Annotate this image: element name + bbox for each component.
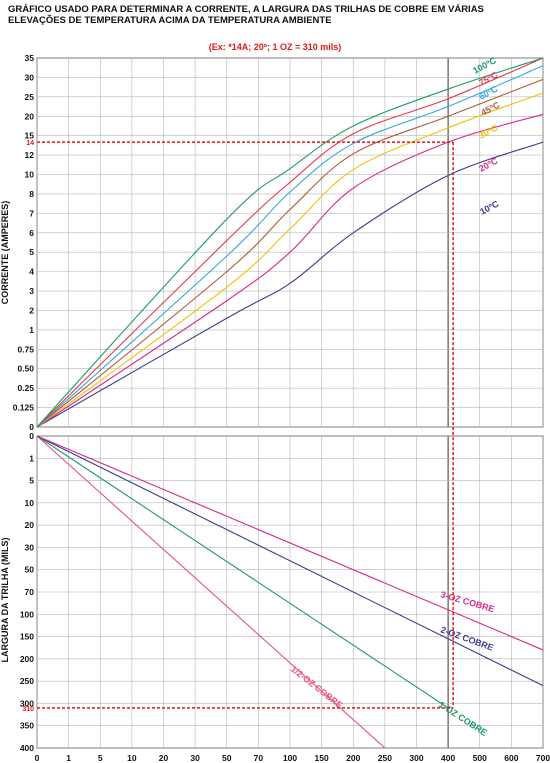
x-tick-label: 70 <box>254 753 264 763</box>
y-tick-label-upper: 3 <box>29 286 34 296</box>
y-tick-label-upper: 6 <box>29 228 34 238</box>
series-label: 1-OZ COBRE <box>437 699 489 738</box>
y-tick-label-upper: 25 <box>25 92 35 102</box>
y-tick-label-upper: 0.25 <box>17 383 34 393</box>
series-line <box>36 435 449 709</box>
y-tick-label-upper: 8 <box>29 189 34 199</box>
y-tick-label-lower: 50 <box>25 565 35 575</box>
y-tick-label-upper: 12 <box>25 150 35 160</box>
y-tick-label-lower: 10 <box>25 498 35 508</box>
series-line <box>36 57 544 428</box>
x-tick-label: 100 <box>283 753 297 763</box>
y-tick-label-lower: 5 <box>29 476 34 486</box>
series-line <box>36 435 544 687</box>
y-tick-label-upper: 2 <box>29 305 34 315</box>
y-tick-label-lower: 30 <box>25 542 35 552</box>
series-line <box>36 57 544 428</box>
series-line <box>36 92 544 428</box>
series-line <box>36 65 544 428</box>
x-tick-label: 400 <box>441 753 455 763</box>
y-tick-label-lower: 20 <box>25 520 35 530</box>
title-line-1: GRÁFICO USADO PARA DETERMINAR A CORRENTE… <box>8 4 484 15</box>
series-line <box>36 435 386 749</box>
y-tick-label-upper: 5 <box>29 247 34 257</box>
y-tick-label-lower: 350 <box>20 721 34 731</box>
y-tick-label-lower: 150 <box>20 632 34 642</box>
y-tick-label-lower: 0 <box>29 431 34 441</box>
series-label: 30ºC <box>477 122 500 140</box>
series-line <box>36 141 544 428</box>
y-tick-label-upper: 1 <box>29 325 34 335</box>
y-tick-label-upper: 0.125 <box>13 403 35 413</box>
y-tick-label-upper: 4 <box>29 267 34 277</box>
example-note: (Ex: *14A; 20º; 1 OZ = 310 mils) <box>208 42 342 52</box>
x-tick-label: 30 <box>190 753 200 763</box>
y-tick-label-upper: 10 <box>25 170 35 180</box>
y-tick-label-lower: 70 <box>25 587 35 597</box>
x-tick-label: 5 <box>98 753 103 763</box>
x-tick-label: 150 <box>315 753 329 763</box>
y-tick-label-lower: 400 <box>20 743 34 753</box>
x-tick-label: 500 <box>473 753 487 763</box>
y-tick-label-upper: 0.50 <box>17 364 34 374</box>
x-tick-label: 1 <box>66 753 71 763</box>
x-tick-label: 0 <box>35 753 40 763</box>
x-tick-label: 20 <box>159 753 169 763</box>
x-tick-label: 10 <box>127 753 137 763</box>
x-tick-label: 200 <box>346 753 360 763</box>
y-tick-label-lower: 1 <box>29 453 34 463</box>
annotation-label-current: 14 <box>26 140 34 147</box>
series-line <box>36 78 544 428</box>
x-tick-label: 700 <box>536 753 550 763</box>
y-tick-label-upper: 35 <box>25 53 35 63</box>
x-tick-label: 600 <box>504 753 518 763</box>
y-tick-label-lower: 300 <box>20 698 34 708</box>
chart-title: GRÁFICO USADO PARA DETERMINAR A CORRENTE… <box>8 4 543 26</box>
y-axis-label-upper: CORRENTE (AMPERES) <box>0 201 10 305</box>
title-line-2: ELEVAÇÕES DE TEMPERATURA ACIMA DA TEMPER… <box>8 15 332 26</box>
x-tick-label: 50 <box>222 753 232 763</box>
y-tick-label-lower: 200 <box>20 654 34 664</box>
series-label: 10ºC <box>478 198 501 216</box>
y-tick-label-lower: 250 <box>20 676 34 686</box>
series-line <box>36 435 544 651</box>
y-tick-label-upper: 0.75 <box>17 344 34 354</box>
y-tick-label-upper: 7 <box>29 208 34 218</box>
annotation-label-width: 310 <box>22 706 34 713</box>
series-label: 45ºC <box>479 99 502 117</box>
y-axis-label-lower: LARGURA DA TRILHA (MILS) <box>0 538 10 663</box>
y-tick-label-upper: 20 <box>25 111 35 121</box>
x-tick-label: 300 <box>409 753 423 763</box>
y-tick-label-lower: 100 <box>20 609 34 619</box>
y-tick-label-upper: 15 <box>25 131 35 141</box>
x-tick-label: 250 <box>378 753 392 763</box>
y-tick-label-upper: 30 <box>25 72 35 82</box>
y-tick-label-upper: 0 <box>29 422 34 432</box>
series-label: 20ºC <box>477 155 500 173</box>
